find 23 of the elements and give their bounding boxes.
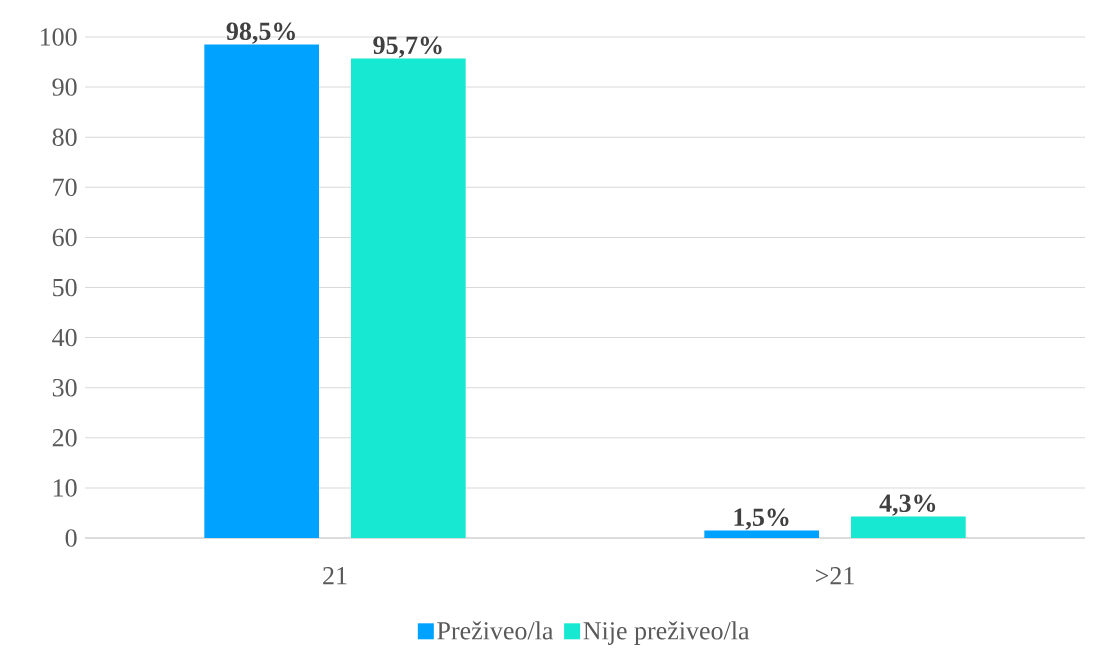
- data-label: 1,5%: [734, 508, 789, 530]
- y-tick-label: 10: [53, 479, 77, 497]
- y-tick-label: 100: [40, 28, 77, 46]
- x-tick-label: >21: [816, 567, 854, 585]
- y-tick-label: 50: [53, 278, 77, 297]
- legend-label: Nije preživeo/la: [583, 621, 750, 645]
- y-tick-label: 40: [52, 328, 77, 347]
- y-tick-label: 80: [52, 128, 77, 146]
- y-tick-label: 90: [52, 78, 77, 96]
- bar: [204, 44, 320, 538]
- y-tick-label: 70: [53, 178, 77, 197]
- bar: [351, 58, 466, 538]
- legend-label: Preživeo/la: [437, 621, 554, 640]
- y-tick-label: 30: [52, 378, 77, 397]
- data-label: 95,7%: [373, 36, 442, 58]
- x-tick-label: 21: [323, 567, 347, 585]
- data-label: 4,3%: [879, 494, 936, 516]
- bar: [851, 516, 966, 538]
- data-label: 98,5%: [226, 22, 295, 44]
- y-tick-label: 20: [52, 429, 77, 447]
- y-tick-label: 0: [65, 529, 77, 547]
- bar: [704, 530, 820, 538]
- y-tick-label: 60: [52, 228, 77, 247]
